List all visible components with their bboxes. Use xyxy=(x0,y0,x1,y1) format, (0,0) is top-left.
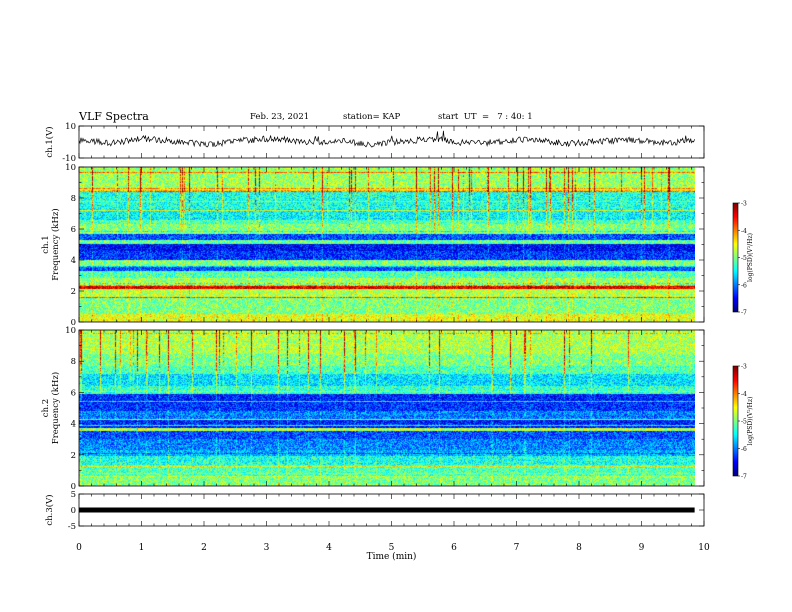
x-axis-label: Time (min) xyxy=(367,551,417,562)
colorbar-title: log(PSD)(V²/Hz) xyxy=(747,233,754,282)
y-axis-label-ch1: ch.1(V) xyxy=(44,126,55,157)
y-tick-label: 10 xyxy=(65,163,76,173)
colorbar-tick-label: -7 xyxy=(741,474,747,481)
x-tick-label: 0 xyxy=(76,543,82,553)
colorbar-tick-label: -4 xyxy=(741,228,747,235)
y-axis-label-ch3: ch.3(V) xyxy=(44,494,55,525)
colorbar-ch1 xyxy=(733,203,738,312)
y-tick-label: -10 xyxy=(62,154,76,164)
y-tick-label: 4 xyxy=(71,256,76,266)
spectrogram-ch2 xyxy=(79,330,695,486)
colorbar-tick-label: -5 xyxy=(741,419,747,426)
y-axis-label-ch2: ch.2 xyxy=(41,399,51,417)
colorbar-title: log(PSD)(V²/Hz) xyxy=(747,397,754,446)
y-tick-label: 10 xyxy=(65,326,76,336)
y-tick-label: 8 xyxy=(71,357,76,367)
station-label: station= KAP xyxy=(343,112,401,122)
y-tick-label: 10 xyxy=(65,122,76,132)
y-tick-label: 6 xyxy=(71,225,76,235)
colorbar-tick-label: -5 xyxy=(741,255,747,262)
spectrogram-ch1 xyxy=(79,167,695,322)
y-tick-label: 0 xyxy=(71,482,76,492)
figure-title: VLF Spectra xyxy=(79,110,149,123)
start-ut-label: start UT = 7 : 40: 1 xyxy=(438,112,533,122)
ch1-waveform-line xyxy=(78,130,695,148)
colorbar-tick-label: -4 xyxy=(741,391,747,398)
colorbar-tick-label: -3 xyxy=(741,201,747,208)
colorbar-ch2 xyxy=(733,366,738,476)
y-tick-label: 0 xyxy=(71,318,76,328)
y-tick-label: 4 xyxy=(71,420,76,430)
x-tick-label: 1 xyxy=(139,543,145,553)
y-tick-label: -5 xyxy=(68,522,76,532)
date-label: Feb. 23, 2021 xyxy=(250,112,310,122)
y-tick-label: 2 xyxy=(71,451,76,461)
y-tick-label: 0 xyxy=(71,506,76,516)
y-axis-label-frequency: Frequency (kHz) xyxy=(50,372,61,444)
x-tick-label: 4 xyxy=(326,543,332,553)
ch3-waveform-line xyxy=(79,507,695,513)
y-tick-label: 5 xyxy=(71,490,76,500)
colorbar-tick-label: -7 xyxy=(741,310,747,317)
colorbar-tick-label: -6 xyxy=(741,282,747,289)
colorbar-tick-label: -6 xyxy=(741,446,747,453)
x-tick-label: 3 xyxy=(264,543,270,553)
x-tick-label: 5 xyxy=(389,543,395,553)
x-tick-label: 7 xyxy=(514,543,520,553)
x-tick-label: 10 xyxy=(698,543,710,553)
x-tick-label: 6 xyxy=(451,543,457,553)
colorbar-tick-label: -3 xyxy=(741,364,747,371)
x-tick-label: 2 xyxy=(201,543,207,553)
y-axis-label-frequency: Frequency (kHz) xyxy=(50,208,61,280)
y-tick-label: 6 xyxy=(71,388,76,398)
y-tick-label: 8 xyxy=(71,194,76,204)
y-tick-label: 2 xyxy=(71,287,76,297)
x-tick-label: 8 xyxy=(576,543,582,553)
x-tick-label: 9 xyxy=(639,543,645,553)
y-axis-label-ch1: ch.1 xyxy=(41,235,51,253)
